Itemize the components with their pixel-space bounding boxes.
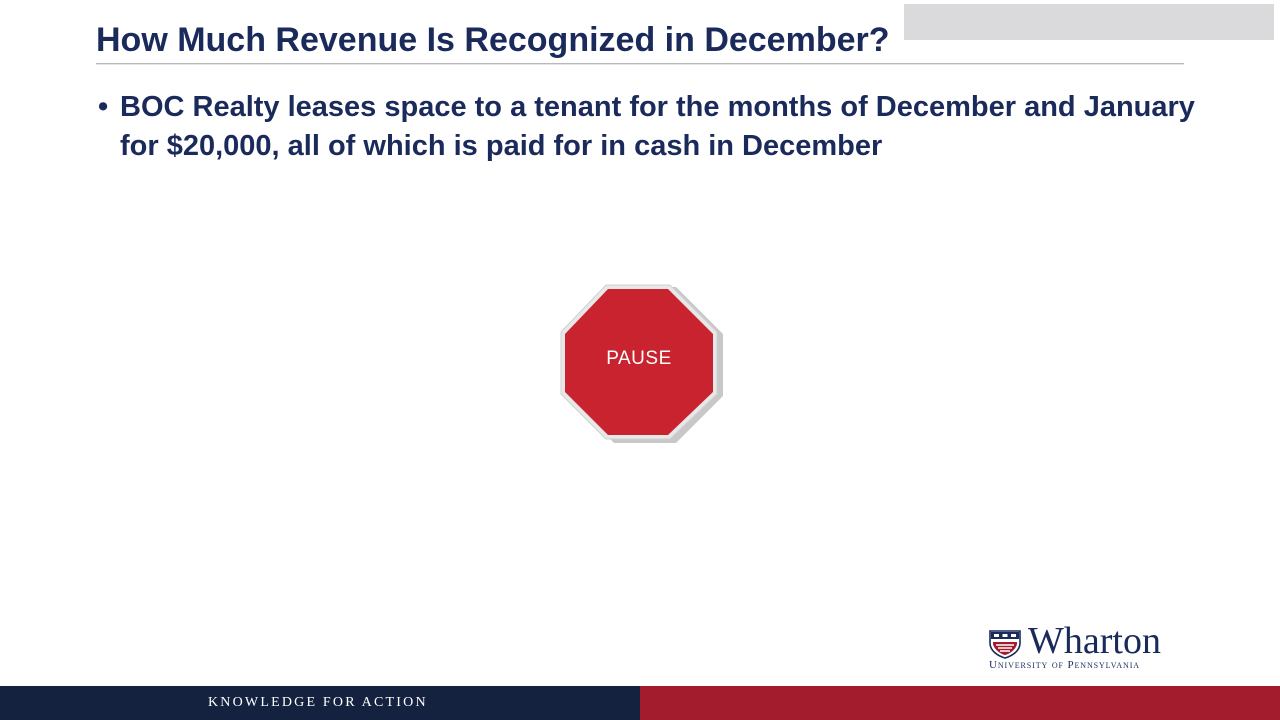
footer-bar-right — [640, 686, 1280, 720]
footer-bar-left: KNOWLEDGE FOR ACTION — [0, 686, 640, 720]
bullet-marker: • — [98, 91, 109, 123]
footer-tagline: KNOWLEDGE FOR ACTION — [208, 695, 428, 710]
wharton-subtitle: University of Pennsylvania — [989, 659, 1140, 671]
penn-shield-icon — [989, 630, 1021, 659]
pause-label: PAUSE — [606, 348, 672, 369]
title-divider — [96, 63, 1184, 64]
watermark — [904, 4, 1274, 40]
bullet-item: BOC Realty leases space to a tenant for … — [120, 91, 1195, 162]
wharton-wordmark: Wharton — [1028, 620, 1161, 662]
pause-stop-sign: PAUSE — [559, 283, 725, 443]
slide-title: How Much Revenue Is Recognized in Decemb… — [96, 21, 890, 59]
bullet-list: • BOC Realty leases space to a tenant fo… — [96, 88, 1206, 166]
wharton-logo: Wharton University of Pennsylvania — [988, 620, 1192, 674]
stop-sign-icon — [560, 284, 723, 443]
